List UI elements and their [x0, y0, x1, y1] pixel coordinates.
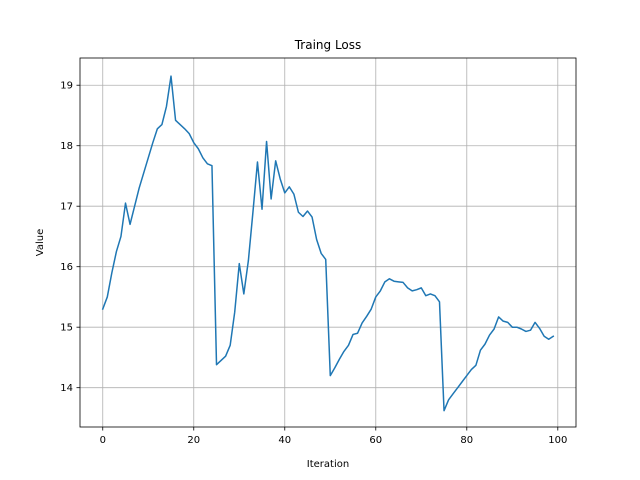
y-axis-label: Value — [35, 229, 46, 256]
x-tick-label: 0 — [100, 435, 106, 446]
y-tick-label: 19 — [60, 81, 73, 92]
gridlines — [80, 58, 576, 427]
y-tick-label: 16 — [60, 262, 73, 273]
y-tick-label: 17 — [60, 202, 73, 213]
y-tick-label: 15 — [60, 323, 73, 334]
x-axis-label: Iteration — [307, 459, 349, 470]
x-tick-label: 60 — [369, 435, 382, 446]
chart-title: Traing Loss — [294, 38, 362, 52]
x-tick-label: 20 — [187, 435, 200, 446]
x-tick-label: 80 — [460, 435, 473, 446]
plot-frame — [79, 57, 577, 428]
y-tick-label: 14 — [60, 383, 73, 394]
axis-ticks: 0 20 40 60 80 100 14 15 16 17 18 19 — [60, 81, 567, 446]
y-tick-label: 18 — [60, 141, 73, 152]
x-tick-label: 100 — [548, 435, 567, 446]
series-line — [101, 75, 555, 412]
x-tick-label: 40 — [278, 435, 291, 446]
